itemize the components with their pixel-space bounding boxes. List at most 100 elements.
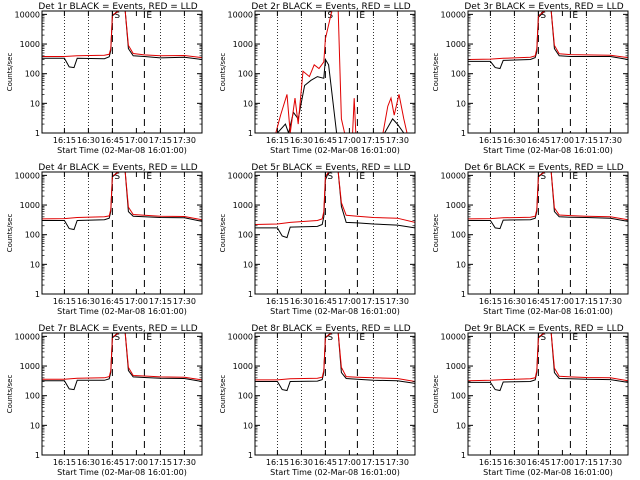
x-tick-label: 16:15 [53, 458, 76, 467]
event-marker-label: E [572, 11, 578, 21]
event-marker-label: S [540, 172, 546, 182]
x-tick-label: 17:15 [575, 297, 598, 306]
x-tick-label: 16:30 [77, 458, 100, 467]
y-tick-label: 10 [243, 99, 253, 108]
x-tick-label: 16:30 [290, 136, 313, 145]
plot-frame [254, 332, 416, 456]
x-tick-label: 16:15 [479, 458, 502, 467]
x-tick-label: 17:30 [173, 297, 196, 306]
x-tick-label: 16:30 [503, 136, 526, 145]
y-tick-label: 100 [451, 231, 466, 240]
y-tick-label: 1 [461, 451, 466, 460]
y-tick-label: 10 [243, 421, 253, 430]
x-tick-label: 17:30 [173, 136, 196, 145]
event-marker-label: S [327, 333, 333, 343]
chart-title: Det 1r BLACK = Events, RED = LLD [38, 2, 197, 12]
x-tick-label: 17:15 [575, 136, 598, 145]
y-tick-label: 10000 [15, 10, 40, 19]
lld-series-line [275, 11, 408, 133]
lld-series-line [42, 333, 202, 381]
x-tick-label: 17:00 [125, 297, 148, 306]
y-tick-label: 1 [35, 451, 40, 460]
x-tick-label: 16:30 [290, 297, 313, 306]
x-tick-label: 17:00 [125, 136, 148, 145]
x-tick-label: 16:30 [503, 458, 526, 467]
x-tick-label: 16:45 [314, 136, 337, 145]
event-marker-label: E [359, 333, 365, 343]
y-tick-label: 1 [35, 290, 40, 299]
events-series-line [42, 172, 202, 231]
y-axis-label: Counts/sec [6, 375, 14, 414]
x-tick-label: 17:00 [125, 458, 148, 467]
plot-frame [467, 332, 629, 456]
y-tick-label: 100 [25, 70, 40, 79]
lld-series-line [468, 11, 628, 60]
x-tick-label: 16:30 [77, 136, 100, 145]
chart-title: Det 7r BLACK = Events, RED = LLD [38, 324, 197, 334]
y-tick-label: 1 [248, 451, 253, 460]
x-tick-label: 16:15 [479, 297, 502, 306]
x-tick-label: 16:45 [527, 136, 550, 145]
event-marker-label: E [146, 333, 152, 343]
y-tick-label: 10000 [441, 171, 466, 180]
x-tick-label: 16:45 [101, 136, 124, 145]
x-tick-label: 16:15 [266, 458, 289, 467]
y-tick-label: 10 [456, 421, 466, 430]
x-tick-label: 17:30 [599, 136, 622, 145]
x-tick-label: 17:00 [551, 136, 574, 145]
y-axis-label: Counts/sec [6, 53, 14, 92]
y-axis-label: Counts/sec [432, 53, 440, 92]
x-tick-label: 17:00 [551, 297, 574, 306]
x-tick-label: 17:30 [386, 297, 409, 306]
y-tick-label: 1000 [233, 362, 253, 371]
y-tick-label: 1 [248, 129, 253, 138]
x-axis-label: Start Time (02-Mar-08 16:01:00) [483, 146, 613, 155]
events-series-line [255, 172, 415, 239]
y-tick-label: 10 [30, 99, 40, 108]
x-tick-label: 16:15 [266, 136, 289, 145]
y-tick-label: 1 [35, 129, 40, 138]
x-tick-label: 17:15 [149, 136, 172, 145]
y-axis-label: Counts/sec [432, 375, 440, 414]
events-series-line [255, 333, 415, 392]
y-tick-label: 1000 [20, 40, 40, 49]
y-tick-label: 100 [25, 392, 40, 401]
x-tick-label: 17:30 [386, 136, 409, 145]
y-tick-label: 1000 [233, 40, 253, 49]
x-axis-label: Start Time (02-Mar-08 16:01:00) [270, 146, 400, 155]
y-tick-label: 10000 [15, 332, 40, 341]
lld-series-line [42, 172, 202, 221]
lld-series-line [255, 172, 415, 225]
x-axis-label: Start Time (02-Mar-08 16:01:00) [57, 146, 187, 155]
event-marker-label: E [146, 172, 152, 182]
event-marker-label: S [327, 172, 333, 182]
events-series-line [468, 172, 628, 230]
event-marker-label: E [359, 11, 365, 21]
y-axis-label: Counts/sec [219, 214, 227, 253]
y-tick-label: 100 [451, 392, 466, 401]
plot-frame [254, 171, 416, 295]
y-tick-label: 10 [30, 260, 40, 269]
x-tick-label: 16:45 [527, 458, 550, 467]
y-tick-label: 1000 [446, 40, 466, 49]
event-marker-label: S [540, 11, 546, 21]
y-tick-label: 10 [30, 421, 40, 430]
y-tick-label: 100 [451, 70, 466, 79]
event-marker-label: E [146, 11, 152, 21]
event-marker-label: S [114, 333, 120, 343]
x-tick-label: 17:30 [173, 458, 196, 467]
event-marker-label: E [359, 172, 365, 182]
y-tick-label: 10000 [228, 332, 253, 341]
x-tick-label: 17:30 [599, 458, 622, 467]
x-tick-label: 17:15 [149, 297, 172, 306]
y-axis-label: Counts/sec [219, 53, 227, 92]
x-tick-label: 17:15 [575, 458, 598, 467]
event-marker-label: E [572, 172, 578, 182]
